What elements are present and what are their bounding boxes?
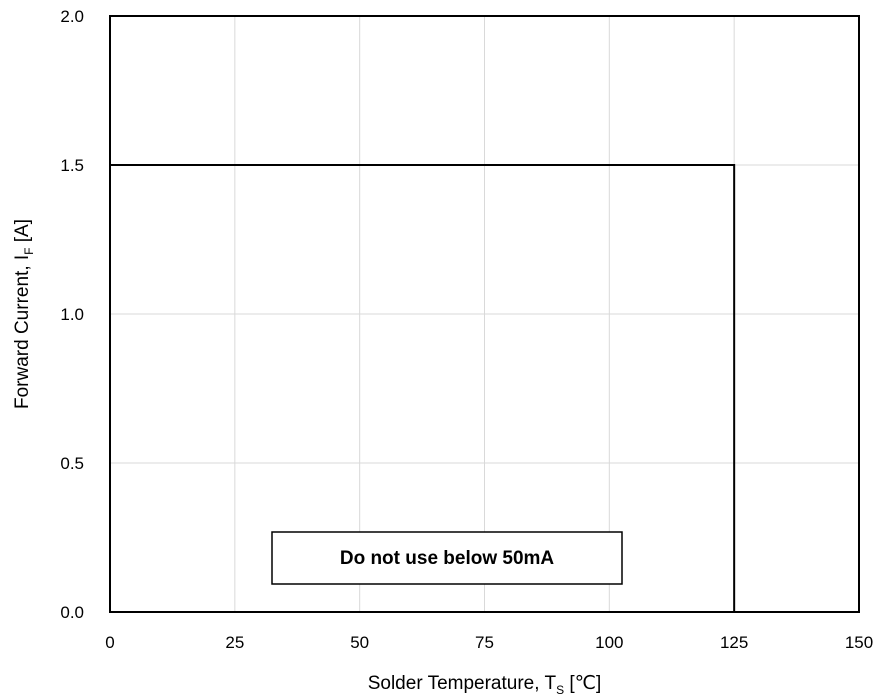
grid-lines [109, 15, 860, 613]
usage-note-box [271, 531, 623, 585]
x-tick-label: 125 [720, 633, 748, 652]
y-tick-label: 0.5 [60, 454, 84, 473]
derating-curve-line [110, 164, 736, 612]
x-tick-label: 100 [595, 633, 623, 652]
x-axis-ticks: 0 25 50 75 100 125 150 [105, 633, 873, 652]
x-tick-label: 0 [105, 633, 114, 652]
y-tick-label: 2.0 [60, 7, 84, 26]
plot-area-frame [109, 15, 860, 613]
y-tick-label: 1.0 [60, 305, 84, 324]
x-axis-label-main: Solder Temperature, T [368, 673, 557, 694]
y-axis-label-unit: [A] [12, 219, 33, 248]
x-tick-label: 50 [350, 633, 369, 652]
y-axis-ticks: 0.0 0.5 1.0 1.5 2.0 [60, 7, 84, 622]
x-tick-label: 150 [845, 633, 873, 652]
y-tick-label: 0.0 [60, 603, 84, 622]
y-tick-label: 1.5 [60, 156, 84, 175]
y-axis-label-main: Forward Current, I [12, 255, 33, 409]
y-axis-label-subscript: F [22, 248, 36, 255]
x-tick-label: 25 [225, 633, 244, 652]
x-axis-label: Solder Temperature, TS [℃] [368, 673, 602, 697]
usage-note: Do not use below 50mA [271, 531, 623, 585]
x-axis-label-subscript: S [556, 683, 564, 697]
y-axis-label: Forward Current, IF [A] [12, 219, 36, 409]
x-tick-label: 75 [475, 633, 494, 652]
x-axis-label-unit: [℃] [564, 673, 601, 694]
usage-note-text: Do not use below 50mA [340, 548, 555, 569]
